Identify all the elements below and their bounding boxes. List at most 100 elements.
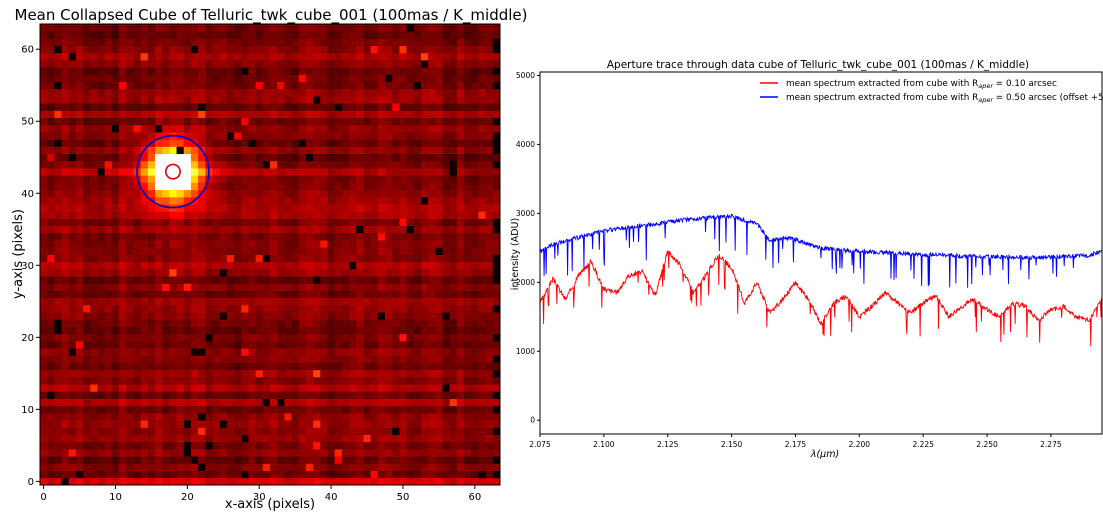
heatmap-cell (428, 333, 436, 342)
heatmap-cell (155, 240, 163, 248)
heatmap-cell (111, 240, 120, 248)
heatmap-cell (456, 31, 465, 39)
heatmap-cell (183, 211, 192, 219)
heatmap-cell (334, 211, 343, 219)
heatmap-cell (205, 211, 213, 219)
heatmap-cell (406, 247, 415, 255)
heatmap-cell (83, 225, 91, 234)
heatmap-cell (162, 232, 170, 241)
heatmap-cell (90, 81, 98, 90)
heatmap-cell (155, 88, 163, 97)
heatmap-cell (68, 24, 77, 32)
heatmap-cell (61, 333, 70, 342)
heatmap-cell (313, 81, 321, 90)
heatmap-cell (435, 427, 443, 435)
heatmap-cell (147, 319, 156, 327)
heatmap-cell (262, 384, 271, 392)
heatmap-cell (54, 333, 62, 342)
heatmap-cell (104, 420, 113, 428)
heatmap-cell (40, 254, 48, 263)
heatmap-cell (68, 384, 77, 392)
heatmap-cell (205, 412, 213, 421)
heatmap-cell (255, 333, 264, 342)
heatmap-cell (133, 420, 142, 428)
heatmap-cell (234, 268, 242, 277)
heatmap-cell (377, 196, 386, 205)
heatmap-cell (234, 67, 242, 75)
heatmap-cell (471, 225, 479, 234)
heatmap-cell (262, 103, 271, 111)
heatmap-cell (83, 45, 91, 54)
heatmap-cell (471, 477, 479, 486)
heatmap-cell (270, 88, 278, 97)
heatmap-cell (169, 67, 177, 75)
heatmap-cell (183, 196, 192, 205)
heatmap-cell (212, 110, 221, 119)
heatmap-cell (212, 31, 221, 39)
heatmap-cell (176, 348, 185, 356)
heatmap-cell (349, 117, 357, 126)
heatmap-cell (392, 74, 400, 83)
heatmap-cell (219, 276, 228, 284)
heatmap-cell (435, 204, 443, 212)
heatmap-cell (234, 340, 242, 349)
heatmap-cell (298, 204, 307, 212)
heatmap-cell (349, 124, 357, 133)
heatmap-cell (234, 441, 242, 450)
heatmap-cell (205, 268, 213, 277)
heatmap-cell (190, 232, 199, 241)
heatmap-cell (456, 254, 465, 263)
heatmap-cell (334, 312, 343, 320)
heatmap-cell (334, 175, 343, 183)
heatmap-cell (40, 204, 48, 212)
heatmap-cell (356, 132, 364, 140)
heatmap-cell (183, 31, 192, 39)
legend: mean spectrum extracted from cube with R… (760, 79, 1103, 104)
heatmap-cell (449, 132, 458, 140)
heatmap-cell (370, 132, 379, 140)
heatmap-cell (155, 196, 163, 205)
heatmap-cell (449, 88, 458, 97)
heatmap-cell (61, 355, 70, 363)
heatmap-cell (464, 456, 472, 464)
heatmap-cell (341, 448, 350, 457)
heatmap-cell (54, 52, 62, 61)
heatmap-cell (97, 355, 106, 363)
heatmap-cell (111, 52, 120, 61)
spectrum-x-label: λ(μm) (810, 449, 839, 460)
heatmap-cell (464, 470, 472, 479)
heatmap-cell (234, 146, 242, 155)
heatmap-cell (68, 340, 77, 349)
heatmap-cell (392, 232, 400, 241)
heatmap-cell (111, 45, 120, 54)
heatmap-cell (377, 204, 386, 212)
heatmap-cell (234, 477, 242, 486)
heatmap-cell (341, 124, 350, 133)
heatmap-cell (241, 398, 249, 407)
heatmap-cell (284, 60, 292, 68)
heatmap-cell (464, 67, 472, 75)
heatmap-cell (349, 456, 357, 464)
heatmap-cell (90, 232, 98, 241)
heatmap-cell (399, 60, 407, 68)
heatmap-cell (356, 247, 364, 255)
heatmap-cell (327, 376, 336, 385)
heatmap-cell (298, 384, 307, 392)
heatmap-cell (363, 96, 372, 104)
heatmap-cell (162, 103, 170, 111)
heatmap-cell (219, 412, 228, 421)
heatmap-cell (162, 88, 170, 97)
heatmap-cell (464, 391, 472, 399)
heatmap-cell (54, 175, 62, 183)
heatmap-cell (119, 139, 127, 147)
heatmap-cell (356, 326, 364, 335)
heatmap-cell (54, 304, 62, 313)
heatmap-cell (61, 326, 70, 335)
heatmap-cell (61, 405, 70, 414)
heatmap-cell (83, 103, 91, 111)
heatmap-cell (190, 175, 199, 183)
heatmap-cell (97, 45, 106, 54)
heatmap-cell (262, 96, 271, 104)
heatmap-cell (313, 232, 321, 241)
heatmap-cell (363, 240, 372, 248)
